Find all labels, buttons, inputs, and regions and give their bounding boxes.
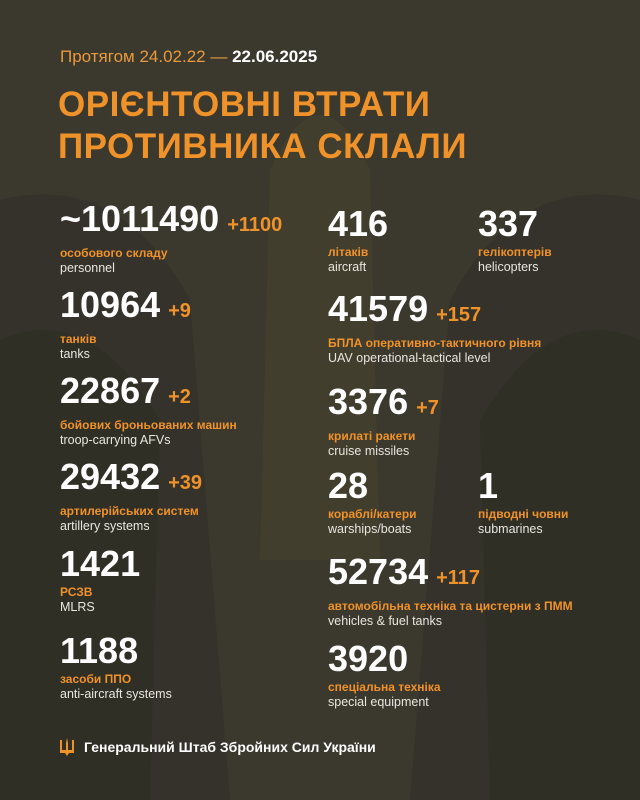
stat-label-en: helicopters xyxy=(478,260,539,274)
stat-mlrs: 1421 РСЗВ MLRS xyxy=(60,543,141,615)
stat-delta: +1100 xyxy=(227,214,283,236)
stat-delta: +39 xyxy=(168,472,203,494)
stat-label-ua: засоби ППО xyxy=(60,672,132,686)
stat-label-en: MLRS xyxy=(60,600,95,614)
page-title: ОРІЄНТОВНІ ВТРАТИ ПРОТИВНИКА СКЛАЛИ xyxy=(58,85,467,166)
stat-label-en: troop-carrying AFVs xyxy=(60,433,171,447)
stat-label-en: cruise missiles xyxy=(328,444,410,458)
stat-aircraft: 416 літаків aircraft xyxy=(328,203,389,275)
trident-icon xyxy=(60,738,74,756)
stat-value: 337 xyxy=(478,203,539,244)
stat-value: 1421 xyxy=(60,543,141,584)
stat-label-ua: підводні човни xyxy=(478,507,569,521)
stat-label-ua: БПЛА оперативно-тактичного рівня xyxy=(328,336,542,350)
stat-label-en: aircraft xyxy=(328,260,367,274)
stat-submarines: 1 підводні човни submarines xyxy=(478,465,569,537)
stat-artillery: 29432 +39 артилерійських систем artillery… xyxy=(60,456,203,534)
stat-label-ua: РСЗВ xyxy=(60,585,93,599)
stat-label-ua: спеціальна техніка xyxy=(328,680,441,694)
stat-value: 3376 +7 xyxy=(328,381,439,422)
stat-label-ua: автомобільна техніка та цистерни з ПММ xyxy=(328,599,573,613)
stat-vehicles: 52734 +117 автомобільна техніка та цистер… xyxy=(328,551,573,629)
stat-label-ua: кораблі/катери xyxy=(328,507,417,521)
stat-label-ua: бойових броньованих машин xyxy=(60,418,237,432)
stat-label-en: anti-aircraft systems xyxy=(60,687,172,701)
stat-label-ua: крилаті ракети xyxy=(328,429,416,443)
stat-value: 10964 +9 xyxy=(60,284,191,325)
stat-tanks: 10964 +9 танків tanks xyxy=(60,284,191,362)
stat-value: 1188 xyxy=(60,630,139,671)
stat-label-en: warships/boats xyxy=(328,522,412,536)
stat-delta: +9 xyxy=(168,300,191,322)
footer: Генеральний Штаб Збройних Сил України xyxy=(60,738,376,756)
stat-label-ua: гелікоптерів xyxy=(478,245,552,259)
stat-label-ua: літаків xyxy=(328,245,369,259)
stat-delta: +117 xyxy=(436,567,481,589)
stat-special: 3920 спеціальна техніка special equipmen… xyxy=(328,638,441,710)
stat-value: 41579 +157 xyxy=(328,288,482,329)
stat-label-en: special equipment xyxy=(328,695,429,709)
stat-value: 29432 +39 xyxy=(60,456,203,497)
stat-label-ua: особового складу xyxy=(60,246,168,260)
period: Протягом 24.02.22 — 22.06.2025 xyxy=(60,47,318,66)
stat-label-en: submarines xyxy=(478,522,543,536)
stat-value: 3920 xyxy=(328,638,409,679)
stat-warshipsboats: 28 кораблі/катери warships/boats xyxy=(328,465,417,537)
stat-uav: 41579 +157 БПЛА оперативно-тактичного рів… xyxy=(328,288,542,366)
stat-label-ua: танків xyxy=(60,332,97,346)
stat-value: 52734 +117 xyxy=(328,551,481,592)
stat-troopcarrying: 22867 +2 бойових броньованих машин troop-… xyxy=(60,370,237,448)
stat-delta: +2 xyxy=(168,386,191,408)
stat-label-en: UAV operational-tactical level xyxy=(328,351,491,365)
stat-value: 1 xyxy=(478,465,499,506)
stat-personnel: ~1011490 +1100 особового складу personnel xyxy=(60,198,283,276)
stat-helicopters: 337 гелікоптерів helicopters xyxy=(478,203,552,275)
stat-value: ~1011490 +1100 xyxy=(60,198,283,239)
stat-label-ua: артилерійських систем xyxy=(60,504,199,518)
stat-label-en: vehicles & fuel tanks xyxy=(328,614,442,628)
stat-antiaircraft: 1188 засоби ППО anti-aircraft systems xyxy=(60,630,172,702)
stat-value: 28 xyxy=(328,465,369,506)
stat-value: 22867 +2 xyxy=(60,370,191,411)
stat-label-en: personnel xyxy=(60,261,115,275)
stat-delta: +157 xyxy=(436,304,482,326)
stat-cruise: 3376 +7 крилаті ракети cruise missiles xyxy=(328,381,439,459)
stat-label-en: artillery systems xyxy=(60,519,150,533)
stat-delta: +7 xyxy=(416,397,439,419)
stat-label-en: tanks xyxy=(60,347,90,361)
stat-value: 416 xyxy=(328,203,389,244)
